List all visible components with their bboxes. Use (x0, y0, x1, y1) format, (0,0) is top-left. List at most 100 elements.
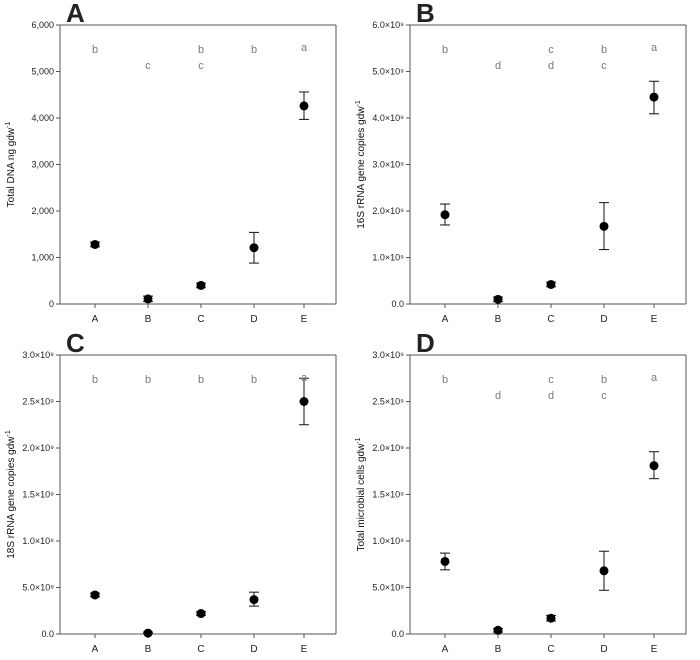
y-tick-label: 0.0 (391, 629, 404, 639)
x-tick-label: D (250, 644, 257, 655)
y-tick-label: 1.0×10⁹ (372, 253, 404, 263)
x-tick-label: B (495, 644, 502, 655)
x-tick-label: B (145, 314, 152, 325)
data-point (493, 294, 503, 304)
significance-letter: b (92, 44, 98, 56)
significance-letter: c (145, 60, 151, 72)
data-point-group (299, 377, 309, 426)
significance-letter: b (251, 374, 257, 386)
data-point-group (599, 202, 609, 251)
significance-letter: d (495, 60, 501, 72)
panel-letter: C (66, 328, 85, 358)
significance-letter: c (198, 60, 204, 72)
x-tick-label: A (442, 314, 449, 325)
data-point-group (143, 628, 153, 638)
panel-letter: D (416, 328, 435, 358)
panel-c: C 0.0 5.0×10⁸ 1.0×10⁹ 1.5×10⁹ 2.0×10⁹ 2.5×10⁹ 3… (0, 328, 350, 660)
data-point-group (440, 203, 450, 226)
significance-letter: b (198, 44, 204, 56)
data-point (440, 210, 450, 220)
y-tick-label: 6.0×10⁹ (372, 20, 404, 30)
x-tick-label: A (92, 314, 99, 325)
data-point (299, 397, 309, 406)
data-point-group (90, 239, 100, 249)
data-point-group (249, 591, 259, 607)
data-point (143, 628, 153, 638)
y-tick-label: 0 (49, 299, 54, 309)
significance-letter: b (251, 44, 257, 56)
x-tick-label: D (250, 314, 257, 325)
y-tick-label: 2.0×10⁹ (372, 443, 404, 453)
data-point-group (440, 552, 450, 571)
significance-letter: b (145, 374, 151, 386)
x-tick-label: E (301, 314, 308, 325)
significance-letter: b (442, 44, 448, 56)
x-tick-label: B (145, 644, 152, 655)
significance-letter: b (198, 374, 204, 386)
y-tick-label: 0.0 (41, 629, 54, 639)
data-point-group (299, 91, 309, 120)
significance-letter: d (548, 390, 554, 402)
x-tick-label: C (197, 314, 204, 325)
y-axis-label: 18S rRNA gene copies gdw-1 (5, 430, 17, 559)
y-tick-label: 3.0×10⁹ (372, 160, 404, 170)
data-point (196, 609, 206, 619)
y-tick-label: 1.0×10⁹ (372, 536, 404, 546)
panel-b: B 0.0 1.0×10⁹ 2.0×10⁹ 3.0×10⁹ 4.0×10⁹ 5.0×10⁹ 6… (350, 0, 700, 330)
x-tick-label: A (92, 644, 99, 655)
data-point-group (196, 609, 206, 619)
x-tick-label: E (651, 644, 658, 655)
data-point (649, 92, 659, 102)
data-point-group (649, 80, 659, 115)
x-tick-label: B (495, 314, 502, 325)
chart-svg: C 0.0 5.0×10⁸ 1.0×10⁹ 1.5×10⁹ 2.0×10⁹ 2.5×10⁹ 3… (5, 328, 337, 655)
data-point-group (493, 294, 503, 304)
data-point-group (143, 294, 153, 304)
y-axis-label: 16S rRNA gene copies gdw-1 (355, 100, 367, 229)
significance-letter: b (601, 44, 607, 56)
panel-letter: A (66, 0, 85, 28)
y-tick-label: 5.0×10⁹ (372, 67, 404, 77)
y-tick-label: 4,000 (31, 113, 54, 123)
significance-letter: c (601, 390, 607, 402)
data-point (649, 461, 659, 471)
data-point-group (249, 231, 259, 264)
y-axis-label: Total microbial cells gdw-1 (355, 437, 367, 551)
data-point-group (599, 550, 609, 591)
data-point (493, 625, 503, 635)
significance-letter: c (601, 60, 607, 72)
y-tick-label: 5.0×10⁸ (372, 583, 404, 593)
data-point-group (649, 451, 659, 480)
x-tick-label: D (600, 644, 607, 655)
chart-svg: B 0.0 1.0×10⁹ 2.0×10⁹ 3.0×10⁹ 4.0×10⁹ 5.0×10⁹ 6… (355, 0, 687, 325)
y-tick-label: 2.5×10⁹ (22, 397, 54, 407)
significance-letter: c (548, 374, 554, 386)
data-point (90, 239, 100, 249)
panel-d: D 0.0 5.0×10⁸ 1.0×10⁹ 1.5×10⁹ 2.0×10⁹ 2.5×10⁹ 3… (350, 328, 700, 660)
chart-svg: D 0.0 5.0×10⁸ 1.0×10⁹ 1.5×10⁹ 2.0×10⁹ 2.5×10⁹ 3… (355, 328, 687, 655)
data-point (249, 243, 259, 253)
y-tick-label: 1,000 (31, 253, 54, 263)
x-tick-label: C (547, 644, 554, 655)
y-tick-label: 2,000 (31, 206, 54, 216)
data-point (546, 613, 556, 623)
significance-letter: b (92, 374, 98, 386)
significance-letter: b (442, 374, 448, 386)
data-point (299, 101, 309, 111)
x-tick-label: A (442, 644, 449, 655)
data-point (90, 590, 100, 600)
data-point-group (546, 613, 556, 623)
x-tick-label: C (547, 314, 554, 325)
y-tick-label: 2.0×10⁹ (22, 443, 54, 453)
y-tick-label: 4.0×10⁹ (372, 113, 404, 123)
data-point-group (546, 279, 556, 289)
data-point-group (90, 590, 100, 600)
significance-letter: a (651, 372, 658, 384)
panel-a: A 0 1,000 2,000 3,000 4,000 5,000 6,000 A B C D E Tot… (0, 0, 350, 330)
data-point (249, 595, 259, 605)
x-tick-label: C (197, 644, 204, 655)
y-tick-label: 1.5×10⁹ (372, 490, 404, 500)
y-tick-label: 6,000 (31, 20, 54, 30)
y-tick-label: 3.0×10⁹ (22, 350, 54, 360)
y-tick-label: 1.0×10⁹ (22, 536, 54, 546)
